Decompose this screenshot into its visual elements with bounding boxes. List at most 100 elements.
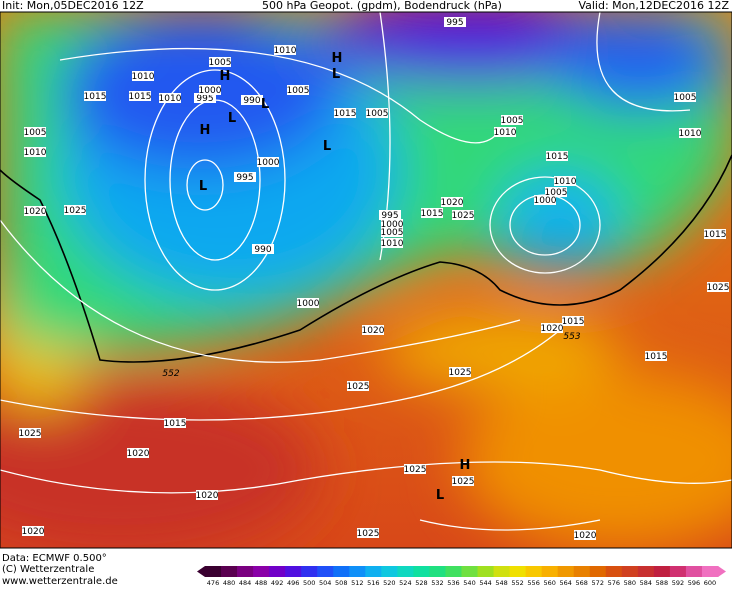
isobar-label: 1010 xyxy=(679,129,702,139)
isobar-label-bg xyxy=(164,418,186,428)
isobar-label: 1020 xyxy=(22,527,45,537)
isobar-label: 1005 xyxy=(545,188,568,198)
isobar-label: 1025 xyxy=(347,382,370,392)
isobar-label-bg xyxy=(444,17,466,27)
isobar-label-bg xyxy=(645,351,667,361)
isobar-label: 1020 xyxy=(362,326,385,336)
isobar-label: 1010 xyxy=(274,46,297,56)
isobar-label: 1015 xyxy=(562,317,585,327)
isobar-label-bg xyxy=(347,381,369,391)
colorbar-swatch xyxy=(605,566,623,577)
colorbar-label: 556 xyxy=(527,579,539,587)
isobar-label-bg xyxy=(362,325,384,335)
copyright: (C) Wetterzentrale xyxy=(2,564,94,575)
isobar-label-bg xyxy=(22,526,44,536)
colorbar-swatch xyxy=(413,566,430,577)
isobar-label: 1015 xyxy=(704,230,727,240)
colorbar-label: 480 xyxy=(223,579,235,587)
contour-label: 552 xyxy=(162,369,179,379)
isobar-label-bg xyxy=(357,528,379,538)
isobar-label-bg xyxy=(241,95,263,105)
isobar-label-bg xyxy=(707,282,729,292)
contour-label: 553 xyxy=(563,332,580,342)
colorbar-label: 496 xyxy=(287,579,299,587)
isobar-label-bg xyxy=(421,208,443,218)
colorbar-swatch xyxy=(509,566,527,577)
isobar-label-bg xyxy=(334,108,356,118)
colorbar-label: 552 xyxy=(511,579,523,587)
isobar-label-bg xyxy=(64,205,86,215)
colorbar-swatch xyxy=(301,566,318,577)
isobar-label-bg xyxy=(196,490,218,500)
colorbar-label: 484 xyxy=(239,579,251,587)
colorbar-swatch xyxy=(221,566,238,577)
colorbar-swatch xyxy=(349,566,366,577)
pressure-center: H xyxy=(460,458,471,473)
isobar-label: 1025 xyxy=(19,429,42,439)
colorbar-swatch xyxy=(701,566,719,577)
pressure-center: H xyxy=(220,69,231,84)
colorbar-swatch xyxy=(269,566,286,577)
isobar-label: 1000 xyxy=(257,158,280,168)
isobar-label-bg xyxy=(257,157,279,167)
colorbar-label: 500 xyxy=(303,579,315,587)
isobar-label: 990 xyxy=(243,96,260,106)
isobar-label: 1010 xyxy=(494,128,517,138)
isobar-label: 1020 xyxy=(574,531,597,541)
isobar-label: 1005 xyxy=(674,93,697,103)
isobar-label-bg xyxy=(379,210,401,220)
pressure-center: H xyxy=(200,123,211,138)
isobar-label-bg xyxy=(129,91,151,101)
isobar-label: 1005 xyxy=(381,228,404,238)
colorbar-swatch xyxy=(445,566,462,577)
isobar-label-bg xyxy=(452,210,474,220)
isobar-label: 1025 xyxy=(452,477,475,487)
isobar-label-bg xyxy=(127,448,149,458)
isobar-label: 1020 xyxy=(24,207,47,217)
colorbar-label: 572 xyxy=(592,579,604,587)
isobar-label-bg xyxy=(252,244,274,254)
isobar-label: 1025 xyxy=(404,465,427,475)
colorbar-swatch xyxy=(685,566,703,577)
isobar-label: 995 xyxy=(236,173,253,183)
colorbar-swatch xyxy=(429,566,446,577)
colorbar-swatch xyxy=(621,566,639,577)
isobar-label: 1015 xyxy=(129,92,152,102)
isobar-label-bg xyxy=(234,172,256,182)
colorbar-label: 524 xyxy=(399,579,411,587)
isobar-label-bg xyxy=(554,176,576,186)
isobar-label-bg xyxy=(545,187,567,197)
pressure-center: L xyxy=(436,488,444,503)
isobar-label: 1025 xyxy=(707,283,730,293)
isobar-label: 1015 xyxy=(334,109,357,119)
colorbar-swatch xyxy=(477,566,495,577)
colorbar-label: 508 xyxy=(335,579,347,587)
isobar-label-bg xyxy=(704,229,726,239)
colorbar-label: 584 xyxy=(640,579,652,587)
colorbar-swatch xyxy=(653,566,671,577)
isobar-label: 1000 xyxy=(297,299,320,309)
isobar-label: 1010 xyxy=(159,94,182,104)
isobar-label: 1020 xyxy=(441,198,464,208)
isobar-label-bg xyxy=(24,147,46,157)
colorbar-swatch xyxy=(573,566,591,577)
isobar-label: 990 xyxy=(254,245,271,255)
colorbar-label: 512 xyxy=(351,579,363,587)
isobar-label: 1020 xyxy=(127,449,150,459)
website: www.wetterzentrale.de xyxy=(2,576,118,587)
isobar-label: 1005 xyxy=(24,128,47,138)
colorbar-label: 600 xyxy=(704,579,716,587)
isobar-label: 1015 xyxy=(645,352,668,362)
colorbar-arrow xyxy=(718,566,726,577)
colorbar-arrow xyxy=(197,566,205,577)
init-time: Init: Mon,05DEC2016 12Z xyxy=(2,0,144,12)
colorbar-swatch xyxy=(461,566,479,577)
isobar-label: 995 xyxy=(196,94,213,104)
isobar-label-bg xyxy=(209,57,231,67)
colorbar-swatch xyxy=(365,566,382,577)
isobar-label-bg xyxy=(574,530,596,540)
isobar-label-bg xyxy=(381,238,403,248)
isobar-label: 1015 xyxy=(546,152,569,162)
isobar-label: 1005 xyxy=(366,109,389,119)
